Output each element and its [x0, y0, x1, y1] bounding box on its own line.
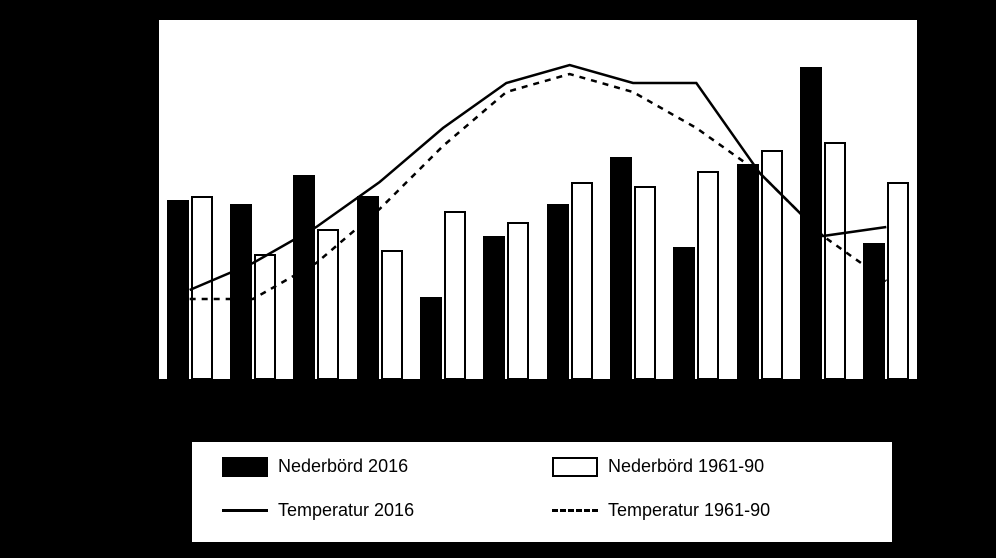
- bar-2016: [610, 157, 632, 380]
- y-right-tick-label: 5: [930, 144, 940, 165]
- legend-item: Temperatur 2016: [222, 500, 414, 521]
- bar-ref: [634, 186, 656, 380]
- x-tick-label: A: [365, 390, 395, 411]
- y-right-tick-label: -15: [930, 324, 956, 345]
- bar-ref: [317, 229, 339, 380]
- bar-ref: [824, 142, 846, 380]
- bar-ref: [571, 182, 593, 380]
- x-tick-label: J: [555, 390, 585, 411]
- y-left-tick-label: 0: [96, 369, 146, 390]
- x-tick-label: D: [871, 390, 901, 411]
- bar-2016: [420, 297, 442, 380]
- x-tick-label: N: [808, 390, 838, 411]
- bar-ref: [887, 182, 909, 380]
- y-left-tick-label: 20: [96, 297, 146, 318]
- x-tick-label: J: [491, 390, 521, 411]
- y-left-tick-label: 60: [96, 153, 146, 174]
- bar-2016: [167, 200, 189, 380]
- y-left-tick-label: 100: [96, 9, 146, 30]
- bar-ref: [507, 222, 529, 380]
- legend-item: Nederbörd 2016: [222, 456, 408, 477]
- y-right-tick-label: -10: [930, 279, 956, 300]
- x-tick-label: J: [175, 390, 205, 411]
- y-right-tick-label: 10: [930, 99, 950, 120]
- x-tick-label: F: [238, 390, 268, 411]
- plot-content: [158, 20, 918, 380]
- legend-line-sample: [552, 509, 598, 512]
- legend-item: Temperatur 1961-90: [552, 500, 770, 521]
- bar-2016: [230, 204, 252, 380]
- x-tick-label: O: [745, 390, 775, 411]
- bar-ref: [761, 150, 783, 380]
- chart-frame: { "chart": { "type": "bar+line-dual-axis…: [0, 0, 996, 558]
- y-right-tick-label: 15: [930, 54, 950, 75]
- legend-line-sample: [222, 509, 268, 512]
- x-tick-label: S: [681, 390, 711, 411]
- legend-label: Temperatur 1961-90: [608, 500, 770, 521]
- bar-ref: [191, 196, 213, 380]
- y-right-tick-label: 0: [930, 189, 940, 210]
- bar-2016: [547, 204, 569, 380]
- bar-ref: [444, 211, 466, 380]
- bar-ref: [381, 250, 403, 380]
- bar-2016: [483, 236, 505, 380]
- bar-2016: [357, 196, 379, 380]
- y-right-tick-label: -20: [930, 369, 956, 390]
- legend-label: Nederbörd 2016: [278, 456, 408, 477]
- legend-label: Nederbörd 1961-90: [608, 456, 764, 477]
- legend-label: Temperatur 2016: [278, 500, 414, 521]
- bar-2016: [293, 175, 315, 380]
- legend-swatch: [552, 457, 598, 477]
- legend: Nederbörd 2016 Nederbörd 1961-90 Temperatu…: [190, 440, 894, 544]
- legend-item: Nederbörd 1961-90: [552, 456, 764, 477]
- y-left-tick-label: 80: [96, 81, 146, 102]
- bar-2016: [800, 67, 822, 380]
- legend-swatch: [222, 457, 268, 477]
- bar-2016: [863, 243, 885, 380]
- x-tick-label: M: [428, 390, 458, 411]
- bar-2016: [737, 164, 759, 380]
- y-left-tick-label: 40: [96, 225, 146, 246]
- bar-ref: [697, 171, 719, 380]
- bar-2016: [673, 247, 695, 380]
- y-right-tick-label: 20: [930, 9, 950, 30]
- y-right-tick-label: -5: [930, 234, 946, 255]
- bar-ref: [254, 254, 276, 380]
- x-tick-label: M: [301, 390, 331, 411]
- x-tick-label: A: [618, 390, 648, 411]
